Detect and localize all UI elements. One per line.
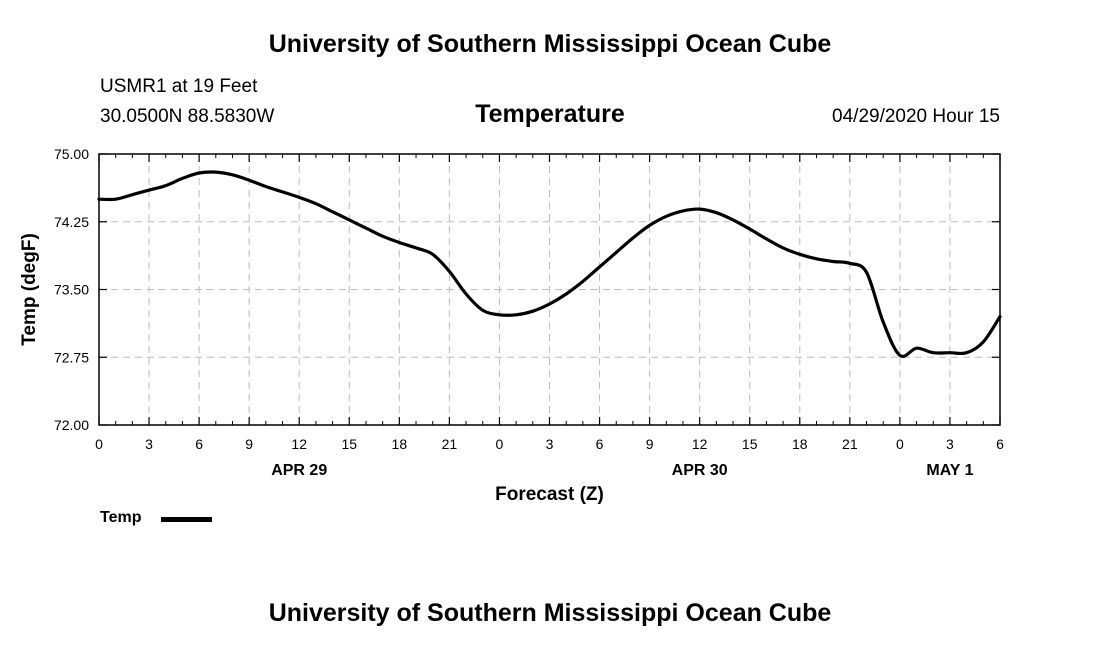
y-tick-label: 72.75 [54,349,89,365]
coordinates-label: 30.0500N 88.5830W [100,106,275,127]
x-tick-label: 9 [646,436,654,452]
x-tick-label: 15 [742,436,758,452]
axis-labels: 0 3 6 9 12 15 18 21 0 3 6 9 12 15 18 21 0 3 6 72.00 72.75 73.… [19,146,1004,505]
x-tick-label: 0 [896,436,904,452]
legend-swatch [161,517,212,522]
date-label: APR 30 [672,462,728,479]
x-tick-label: 18 [792,436,808,452]
x-tick-label: 21 [842,436,858,452]
series [97,170,1002,358]
x-tick-label: 12 [692,436,708,452]
x-tick-label: 6 [195,436,203,452]
x-tick-label: 18 [392,436,408,452]
x-tick-label: 15 [341,436,357,452]
bottom-title: University of Southern Mississippi Ocean… [268,599,832,627]
date-label: MAY 1 [926,462,973,479]
x-tick-label: 0 [496,436,504,452]
legend-label: Temp [100,509,142,526]
x-tick-label: 21 [442,436,458,452]
y-tick-label: 72.00 [54,417,89,433]
x-tick-label: 9 [245,436,253,452]
top-title: University of Southern Mississippi Ocean… [268,30,832,58]
station-label: USMR1 at 19 Feet [100,76,258,97]
grid [99,154,1000,425]
x-tick-label: 3 [145,436,153,452]
x-tick-label: 6 [596,436,604,452]
x-tick-label: 6 [996,436,1004,452]
x-tick-label: 0 [95,436,103,452]
axes [98,153,1001,426]
x-axis-title: Forecast (Z) [495,484,604,505]
x-tick-label: 3 [946,436,954,452]
y-tick-label: 75.00 [54,146,89,162]
x-tick-label: 3 [546,436,554,452]
x-tick-label: 12 [291,436,307,452]
datetime-label: 04/29/2020 Hour 15 [832,106,1000,127]
chart-title: Temperature [475,100,625,128]
y-tick-label: 73.50 [54,282,89,298]
y-tick-label: 74.25 [54,214,89,230]
date-label: APR 29 [271,462,327,479]
y-axis-title: Temp (degF) [19,233,40,346]
